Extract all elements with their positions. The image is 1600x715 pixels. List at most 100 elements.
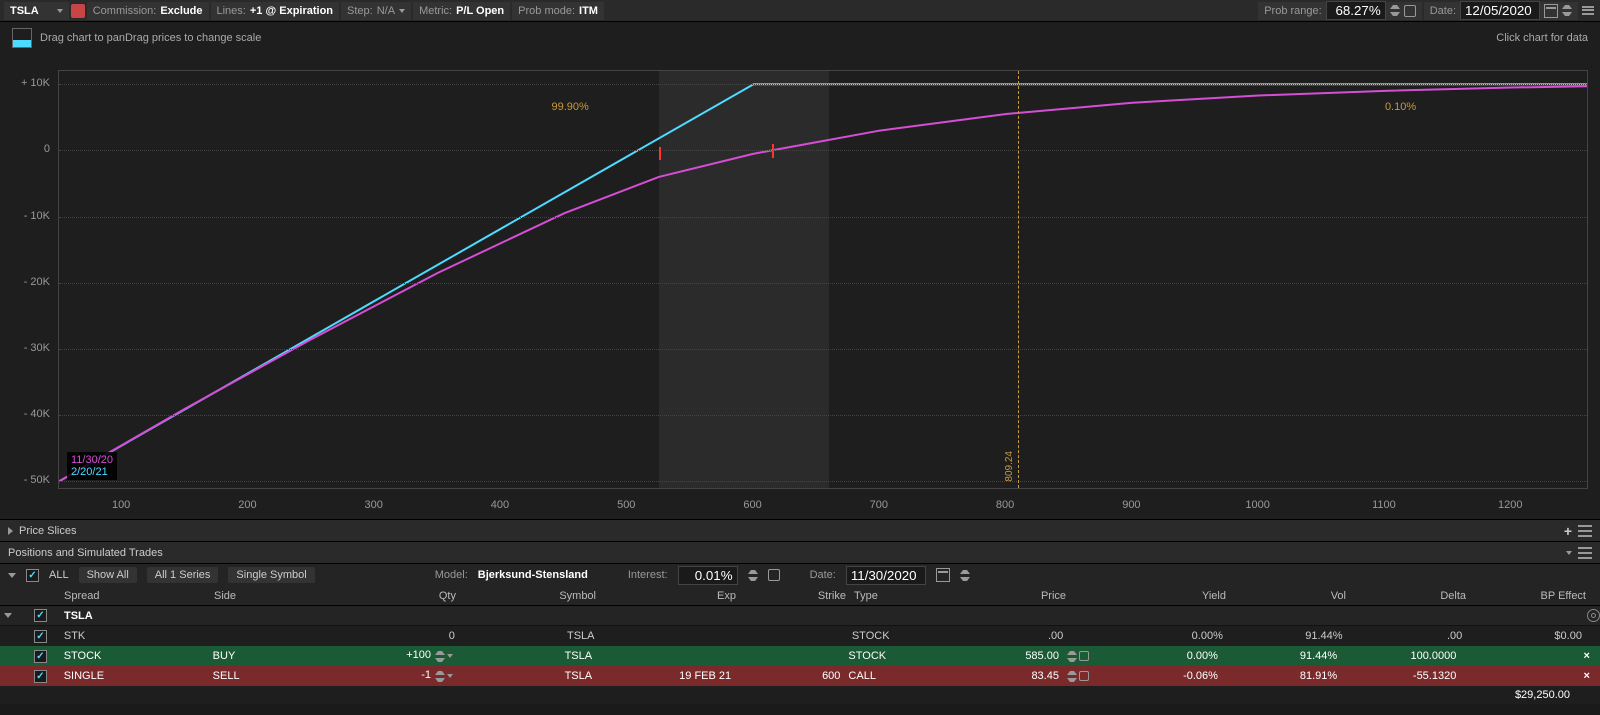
prob-right-label: 0.10% xyxy=(1385,101,1416,113)
controls-date-stepper[interactable] xyxy=(960,568,970,582)
date-control: Date: xyxy=(1424,2,1578,20)
col-bpeffect[interactable]: BP Effect xyxy=(1470,590,1590,602)
probmode-value: ITM xyxy=(579,5,598,17)
close-icon[interactable]: × xyxy=(1584,650,1590,662)
date-input[interactable] xyxy=(1460,1,1540,20)
top-toolbar: TSLA Commission: Exclude Lines: +1 @ Exp… xyxy=(0,0,1600,22)
metric-label: Metric: xyxy=(419,5,452,17)
col-side[interactable]: Side xyxy=(210,590,340,602)
cell-type: STOCK xyxy=(848,630,968,642)
chart-hint-right: Click chart for data xyxy=(1496,32,1588,44)
col-spread[interactable]: Spread xyxy=(60,590,210,602)
show-all-button[interactable]: Show All xyxy=(79,567,137,583)
trade-table-header: Spread Side Qty Symbol Exp Strike Type P… xyxy=(0,586,1600,606)
calendar-icon[interactable] xyxy=(1544,4,1558,18)
bp-total-value: $29,250.00 xyxy=(1515,689,1570,701)
col-type[interactable]: Type xyxy=(850,590,970,602)
chart-icon xyxy=(12,28,32,48)
list-icon[interactable] xyxy=(1578,547,1592,559)
probrange-input[interactable] xyxy=(1326,1,1386,20)
list-icon[interactable] xyxy=(1578,525,1592,537)
chevron-down-icon[interactable] xyxy=(1566,551,1572,555)
positions-header[interactable]: Positions and Simulated Trades xyxy=(0,542,1600,564)
lock-icon[interactable] xyxy=(1404,5,1416,17)
price-slices-header[interactable]: Price Slices + xyxy=(0,520,1600,542)
row-checkbox[interactable] xyxy=(34,670,47,683)
price-marker-line xyxy=(1018,71,1019,488)
chevron-right-icon xyxy=(8,527,13,535)
col-yield[interactable]: Yield xyxy=(1110,590,1230,602)
cell-yield: 0.00% xyxy=(1103,650,1222,662)
cell-side: SELL xyxy=(209,670,338,682)
gear-icon[interactable] xyxy=(1587,609,1600,622)
cell-vol: 91.44% xyxy=(1227,630,1347,642)
col-price[interactable]: Price xyxy=(970,590,1070,602)
col-strike[interactable]: Strike xyxy=(740,590,850,602)
interest-stepper[interactable] xyxy=(748,568,758,582)
single-symbol-button[interactable]: Single Symbol xyxy=(228,567,314,583)
probrange-control: Prob range: xyxy=(1258,2,1421,20)
x-tick-label: 1100 xyxy=(1372,499,1396,511)
col-vol[interactable]: Vol xyxy=(1230,590,1350,602)
cell-yield: 0.00% xyxy=(1107,630,1227,642)
trade-row[interactable]: STOCK BUY +100 TSLA STOCK 585.00 0.00% 9… xyxy=(0,646,1600,666)
cell-price[interactable]: .00 xyxy=(968,630,1068,642)
chart-plot[interactable]: 809.2499.90%0.10%11/30/202/20/21 xyxy=(58,70,1588,489)
probrange-stepper[interactable] xyxy=(1390,4,1400,18)
row-checkbox[interactable] xyxy=(34,630,47,643)
col-symbol[interactable]: Symbol xyxy=(460,590,600,602)
y-tick-label: - 20K xyxy=(24,276,50,288)
cell-price[interactable]: 585.00 xyxy=(964,650,1063,662)
plus-icon[interactable]: + xyxy=(1564,523,1572,539)
col-qty[interactable]: Qty xyxy=(340,590,460,602)
cell-qty[interactable]: +100 xyxy=(338,649,457,663)
ticker-checkbox[interactable] xyxy=(34,609,47,622)
col-delta[interactable]: Delta xyxy=(1350,590,1470,602)
menu-icon[interactable] xyxy=(1580,4,1596,18)
all-checkbox[interactable] xyxy=(26,569,39,582)
chevron-down-icon xyxy=(57,9,63,13)
close-icon[interactable]: × xyxy=(1584,670,1590,682)
chevron-down-icon xyxy=(399,9,405,13)
lines-control[interactable]: Lines: +1 @ Expiration xyxy=(211,2,340,20)
interest-input[interactable] xyxy=(678,566,738,585)
cell-price[interactable]: 83.45 xyxy=(964,670,1063,682)
x-tick-label: 800 xyxy=(996,499,1014,511)
cell-spread: SINGLE xyxy=(60,670,209,682)
y-tick-label: - 30K xyxy=(24,342,50,354)
chevron-down-icon[interactable] xyxy=(8,573,16,578)
cell-qty[interactable]: -1 xyxy=(338,669,457,683)
commission-control[interactable]: Commission: Exclude xyxy=(87,2,209,20)
x-tick-label: 100 xyxy=(112,499,130,511)
warning-icon[interactable] xyxy=(71,4,85,18)
cell-spread: STOCK xyxy=(60,650,209,662)
x-tick-label: 1200 xyxy=(1498,499,1522,511)
symbol-selector[interactable]: TSLA xyxy=(4,2,69,20)
model-label: Model: xyxy=(435,569,468,581)
trade-row[interactable]: STK 0 TSLA STOCK .00 0.00% 91.44% .00 $0… xyxy=(0,626,1600,646)
step-control[interactable]: Step: N/A xyxy=(341,2,411,20)
metric-control[interactable]: Metric: P/L Open xyxy=(413,2,510,20)
risk-chart[interactable]: Drag chart to panDrag prices to change s… xyxy=(0,22,1600,520)
commission-value: Exclude xyxy=(160,5,202,17)
ticker-symbol: TSLA xyxy=(60,610,97,622)
probmode-control[interactable]: Prob mode: ITM xyxy=(512,2,604,20)
lines-value: +1 @ Expiration xyxy=(250,5,333,17)
cell-symbol: TSLA xyxy=(457,650,596,662)
chevron-down-icon[interactable] xyxy=(4,613,12,618)
ticker-row[interactable]: TSLA xyxy=(0,606,1600,626)
col-exp[interactable]: Exp xyxy=(600,590,740,602)
commission-label: Commission: xyxy=(93,5,157,17)
trade-rows: STK 0 TSLA STOCK .00 0.00% 91.44% .00 $0… xyxy=(0,626,1600,686)
cell-qty[interactable]: 0 xyxy=(339,630,459,642)
cell-delta: -55.1320 xyxy=(1341,670,1460,682)
row-checkbox[interactable] xyxy=(34,650,47,663)
all-series-button[interactable]: All 1 Series xyxy=(147,567,219,583)
breakeven-marker xyxy=(659,147,661,160)
lock-icon[interactable] xyxy=(768,569,780,581)
x-tick-label: 600 xyxy=(743,499,761,511)
controls-date-input[interactable] xyxy=(846,566,926,585)
trade-row[interactable]: SINGLE SELL -1 TSLA 19 FEB 21 600 CALL 8… xyxy=(0,666,1600,686)
calendar-icon[interactable] xyxy=(936,568,950,582)
date-stepper[interactable] xyxy=(1562,4,1572,18)
